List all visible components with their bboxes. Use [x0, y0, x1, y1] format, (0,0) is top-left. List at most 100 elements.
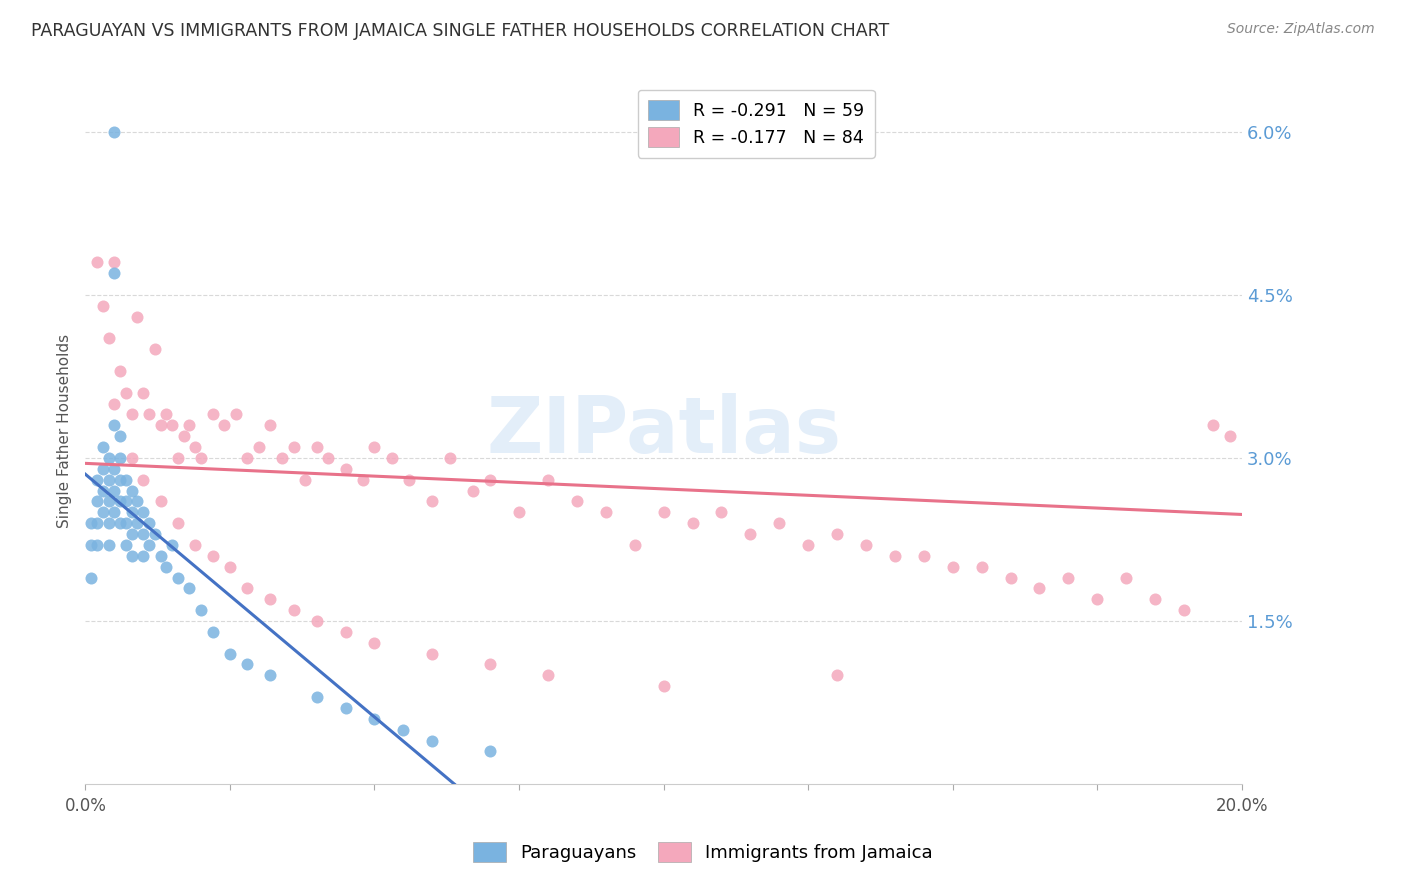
Point — [155, 559, 177, 574]
Point — [91, 505, 114, 519]
Point — [283, 440, 305, 454]
Point — [149, 418, 172, 433]
Point — [127, 310, 149, 324]
Point — [1057, 570, 1080, 584]
Point — [225, 408, 247, 422]
Point — [167, 450, 190, 465]
Point — [825, 668, 848, 682]
Point — [121, 527, 143, 541]
Point — [115, 385, 138, 400]
Point — [103, 418, 125, 433]
Point — [138, 408, 160, 422]
Point — [305, 440, 328, 454]
Legend: R = -0.291   N = 59, R = -0.177   N = 84: R = -0.291 N = 59, R = -0.177 N = 84 — [637, 90, 875, 158]
Point — [108, 429, 131, 443]
Point — [97, 494, 120, 508]
Point — [86, 538, 108, 552]
Point — [86, 494, 108, 508]
Point — [537, 473, 560, 487]
Point — [236, 657, 259, 672]
Point — [127, 516, 149, 530]
Point — [160, 538, 183, 552]
Point — [138, 516, 160, 530]
Point — [138, 538, 160, 552]
Point — [103, 125, 125, 139]
Point — [80, 538, 103, 552]
Point — [623, 538, 645, 552]
Point — [1028, 582, 1050, 596]
Point — [97, 473, 120, 487]
Point — [420, 647, 443, 661]
Point — [1173, 603, 1195, 617]
Point — [127, 494, 149, 508]
Point — [439, 450, 461, 465]
Point — [883, 549, 905, 563]
Point — [160, 418, 183, 433]
Point — [201, 624, 224, 639]
Point — [1219, 429, 1241, 443]
Point — [103, 396, 125, 410]
Point — [132, 527, 155, 541]
Point — [108, 494, 131, 508]
Point — [97, 331, 120, 345]
Point — [149, 494, 172, 508]
Point — [294, 473, 316, 487]
Point — [167, 516, 190, 530]
Point — [184, 440, 207, 454]
Point — [236, 582, 259, 596]
Point — [212, 418, 235, 433]
Point — [132, 549, 155, 563]
Point — [190, 603, 212, 617]
Point — [381, 450, 404, 465]
Point — [1115, 570, 1137, 584]
Point — [797, 538, 820, 552]
Legend: Paraguayans, Immigrants from Jamaica: Paraguayans, Immigrants from Jamaica — [465, 834, 941, 870]
Point — [236, 450, 259, 465]
Point — [271, 450, 294, 465]
Point — [108, 450, 131, 465]
Point — [201, 549, 224, 563]
Point — [283, 603, 305, 617]
Point — [121, 549, 143, 563]
Point — [97, 538, 120, 552]
Point — [121, 408, 143, 422]
Point — [115, 516, 138, 530]
Point — [335, 462, 357, 476]
Point — [259, 592, 281, 607]
Point — [80, 516, 103, 530]
Point — [420, 494, 443, 508]
Point — [103, 266, 125, 280]
Text: Source: ZipAtlas.com: Source: ZipAtlas.com — [1227, 22, 1375, 37]
Point — [143, 527, 166, 541]
Point — [479, 744, 502, 758]
Point — [565, 494, 588, 508]
Point — [132, 385, 155, 400]
Point — [335, 701, 357, 715]
Point — [155, 408, 177, 422]
Point — [91, 483, 114, 498]
Point — [479, 657, 502, 672]
Point — [740, 527, 762, 541]
Point — [595, 505, 617, 519]
Text: PARAGUAYAN VS IMMIGRANTS FROM JAMAICA SINGLE FATHER HOUSEHOLDS CORRELATION CHART: PARAGUAYAN VS IMMIGRANTS FROM JAMAICA SI… — [31, 22, 889, 40]
Point — [682, 516, 704, 530]
Point — [91, 440, 114, 454]
Point — [398, 473, 420, 487]
Point — [335, 624, 357, 639]
Point — [305, 614, 328, 628]
Point — [768, 516, 790, 530]
Point — [108, 364, 131, 378]
Point — [363, 440, 385, 454]
Point — [121, 450, 143, 465]
Point — [420, 733, 443, 747]
Point — [479, 473, 502, 487]
Point — [86, 516, 108, 530]
Point — [97, 516, 120, 530]
Point — [201, 408, 224, 422]
Text: ZIPatlas: ZIPatlas — [486, 392, 841, 469]
Y-axis label: Single Father Households: Single Father Households — [58, 334, 72, 528]
Point — [710, 505, 733, 519]
Point — [132, 505, 155, 519]
Point — [173, 429, 195, 443]
Point — [825, 527, 848, 541]
